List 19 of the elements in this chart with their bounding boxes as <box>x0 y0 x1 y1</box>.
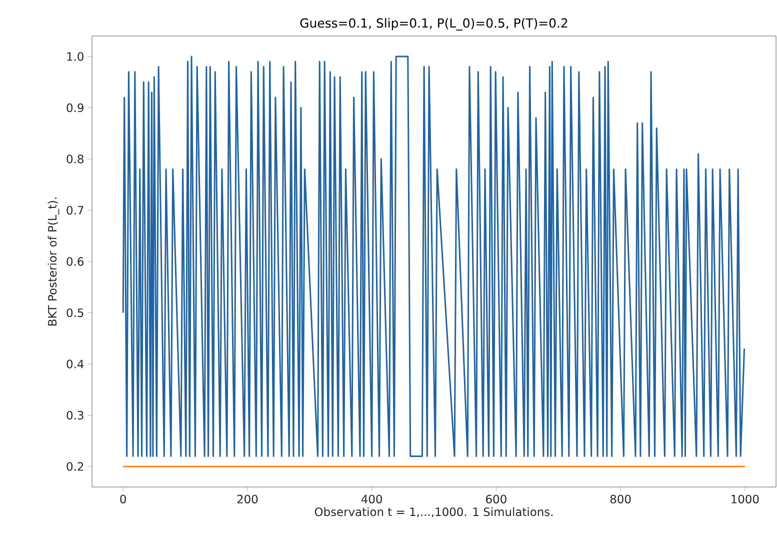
y-axis-title: BKT Posterior of P(L_t). <box>48 198 60 326</box>
y-tick-label: 0.7 <box>66 206 84 215</box>
x-tick-label: 1000 <box>732 494 759 504</box>
x-tick-label: 0 <box>120 494 126 504</box>
y-tick-label: 0.2 <box>66 462 84 471</box>
x-tick-label: 600 <box>486 494 506 504</box>
y-tick-label: 0.6 <box>66 257 84 266</box>
x-tick-label: 200 <box>237 494 258 504</box>
x-tick-label: 400 <box>361 494 382 504</box>
y-tick-label: 0.9 <box>66 103 84 112</box>
y-tick-label: 0.8 <box>66 154 84 164</box>
x-tick-label: 800 <box>610 494 631 504</box>
y-tick-label: 1.0 <box>67 52 84 61</box>
chart-title: Guess=0.1, Slip=0.1, P(L_0)=0.5, P(T)=0.2 <box>300 18 568 30</box>
line-series <box>122 56 746 457</box>
y-tick-label: 0.4 <box>66 360 84 368</box>
x-axis-title: Observation t = 1,...,1000. 1 Simulations. <box>314 507 553 518</box>
y-tick-label: 0.5 <box>66 308 84 318</box>
y-tick-label: 0.3 <box>66 410 84 420</box>
